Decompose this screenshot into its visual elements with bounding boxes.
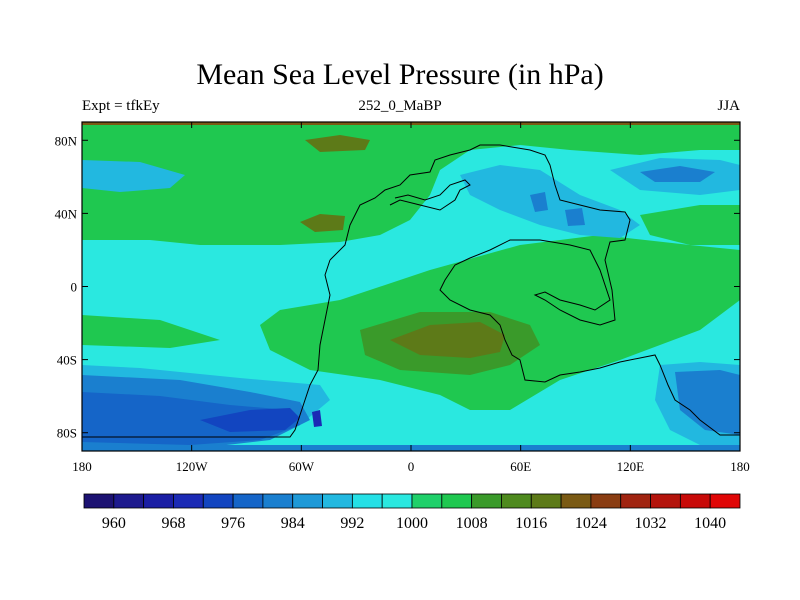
field-north-green xyxy=(82,122,740,245)
colorbar-swatch xyxy=(441,493,473,509)
colorbar-swatch xyxy=(530,493,562,509)
field-north-pacific-core xyxy=(640,166,715,182)
field-south-deep-blue xyxy=(82,392,300,445)
pangaea-coastline xyxy=(329,144,740,436)
colorbar-label: 976 xyxy=(221,515,245,532)
y-tick-label: 40S xyxy=(57,353,77,368)
field-southwest-green xyxy=(82,315,220,348)
colorbar-label: 1000 xyxy=(396,515,428,532)
field-central-brown xyxy=(390,322,505,358)
pressure-field xyxy=(82,122,740,451)
x-tick-label: 60W xyxy=(289,459,315,474)
colorbar-swatch xyxy=(560,493,592,509)
y-tick-label: 40N xyxy=(55,206,78,221)
y-tick-label: 80S xyxy=(57,426,77,441)
colorbar-swatch xyxy=(471,493,502,509)
colorbar-swatch xyxy=(679,493,711,509)
colorbar-swatch xyxy=(262,493,294,509)
colorbar-label: 984 xyxy=(281,515,305,532)
colorbar-swatch xyxy=(83,493,115,509)
x-tick-label: 60E xyxy=(510,459,531,474)
colorbar-label: 968 xyxy=(161,515,185,532)
field-asian-low xyxy=(460,165,640,238)
colorbar-swatch xyxy=(411,493,443,509)
field-asian-low-core2 xyxy=(565,208,585,226)
season-label: JJA xyxy=(717,98,740,114)
time-period-label: 252_0_MaBP xyxy=(358,98,442,114)
x-axis-ticks: 180 120W 60W 0 60E 120E 180 xyxy=(72,122,750,474)
field-southeast-core xyxy=(675,370,740,435)
colorbar-label: 1040 xyxy=(694,515,726,532)
colorbar-swatch xyxy=(202,493,234,509)
colorbar-swatch xyxy=(113,493,145,509)
field-south-core-deep xyxy=(312,410,322,427)
field-east-green xyxy=(640,205,740,245)
y-tick-label: 0 xyxy=(71,280,78,295)
colorbar-swatch xyxy=(590,493,622,509)
colorbar-swatch xyxy=(381,493,413,509)
field-asian-low-core xyxy=(530,192,548,212)
field-north-olive xyxy=(305,135,370,152)
figure-title: Mean Sea Level Pressure (in hPa) xyxy=(196,58,604,91)
colorbar-label: 992 xyxy=(340,515,364,532)
x-tick-label: 0 xyxy=(408,459,415,474)
field-north-pacific-low xyxy=(82,160,185,192)
colorbar-swatch xyxy=(709,493,741,509)
colorbar-swatch xyxy=(650,493,681,509)
colorbar-label: 960 xyxy=(102,515,126,532)
colorbar-swatch xyxy=(173,493,204,509)
tethys-inner xyxy=(389,179,471,211)
colorbar-swatch xyxy=(501,493,532,509)
colorbar-swatch xyxy=(322,493,353,509)
y-axis-ticks: 80N 40N 0 40S 80S xyxy=(55,133,740,441)
colorbar-swatch xyxy=(620,493,651,509)
field-mid-olive xyxy=(300,214,345,232)
x-tick-label: 120E xyxy=(617,459,645,474)
colorbar-swatch xyxy=(232,493,264,509)
colorbar-label: 1016 xyxy=(515,515,547,532)
field-south-core xyxy=(200,408,300,432)
colorbar-swatch xyxy=(351,493,383,509)
colorbar-label: 1032 xyxy=(635,515,667,532)
pangaea-west-coast xyxy=(82,259,331,438)
experiment-label: Expt = tfkEy xyxy=(82,98,160,114)
y-tick-label: 80N xyxy=(55,133,78,148)
x-tick-label: 120W xyxy=(176,459,209,474)
colorbar-label: 1024 xyxy=(575,515,607,532)
colorbar-swatch xyxy=(292,493,323,509)
colorbar-label: 1008 xyxy=(456,515,488,532)
colorbar-swatch xyxy=(143,493,174,509)
x-tick-label: 180 xyxy=(72,459,92,474)
colorbar: 960 968 976 984 992 1000 1008 1016 1024 1032 1040 xyxy=(83,493,741,532)
x-tick-label: 180 xyxy=(730,459,750,474)
